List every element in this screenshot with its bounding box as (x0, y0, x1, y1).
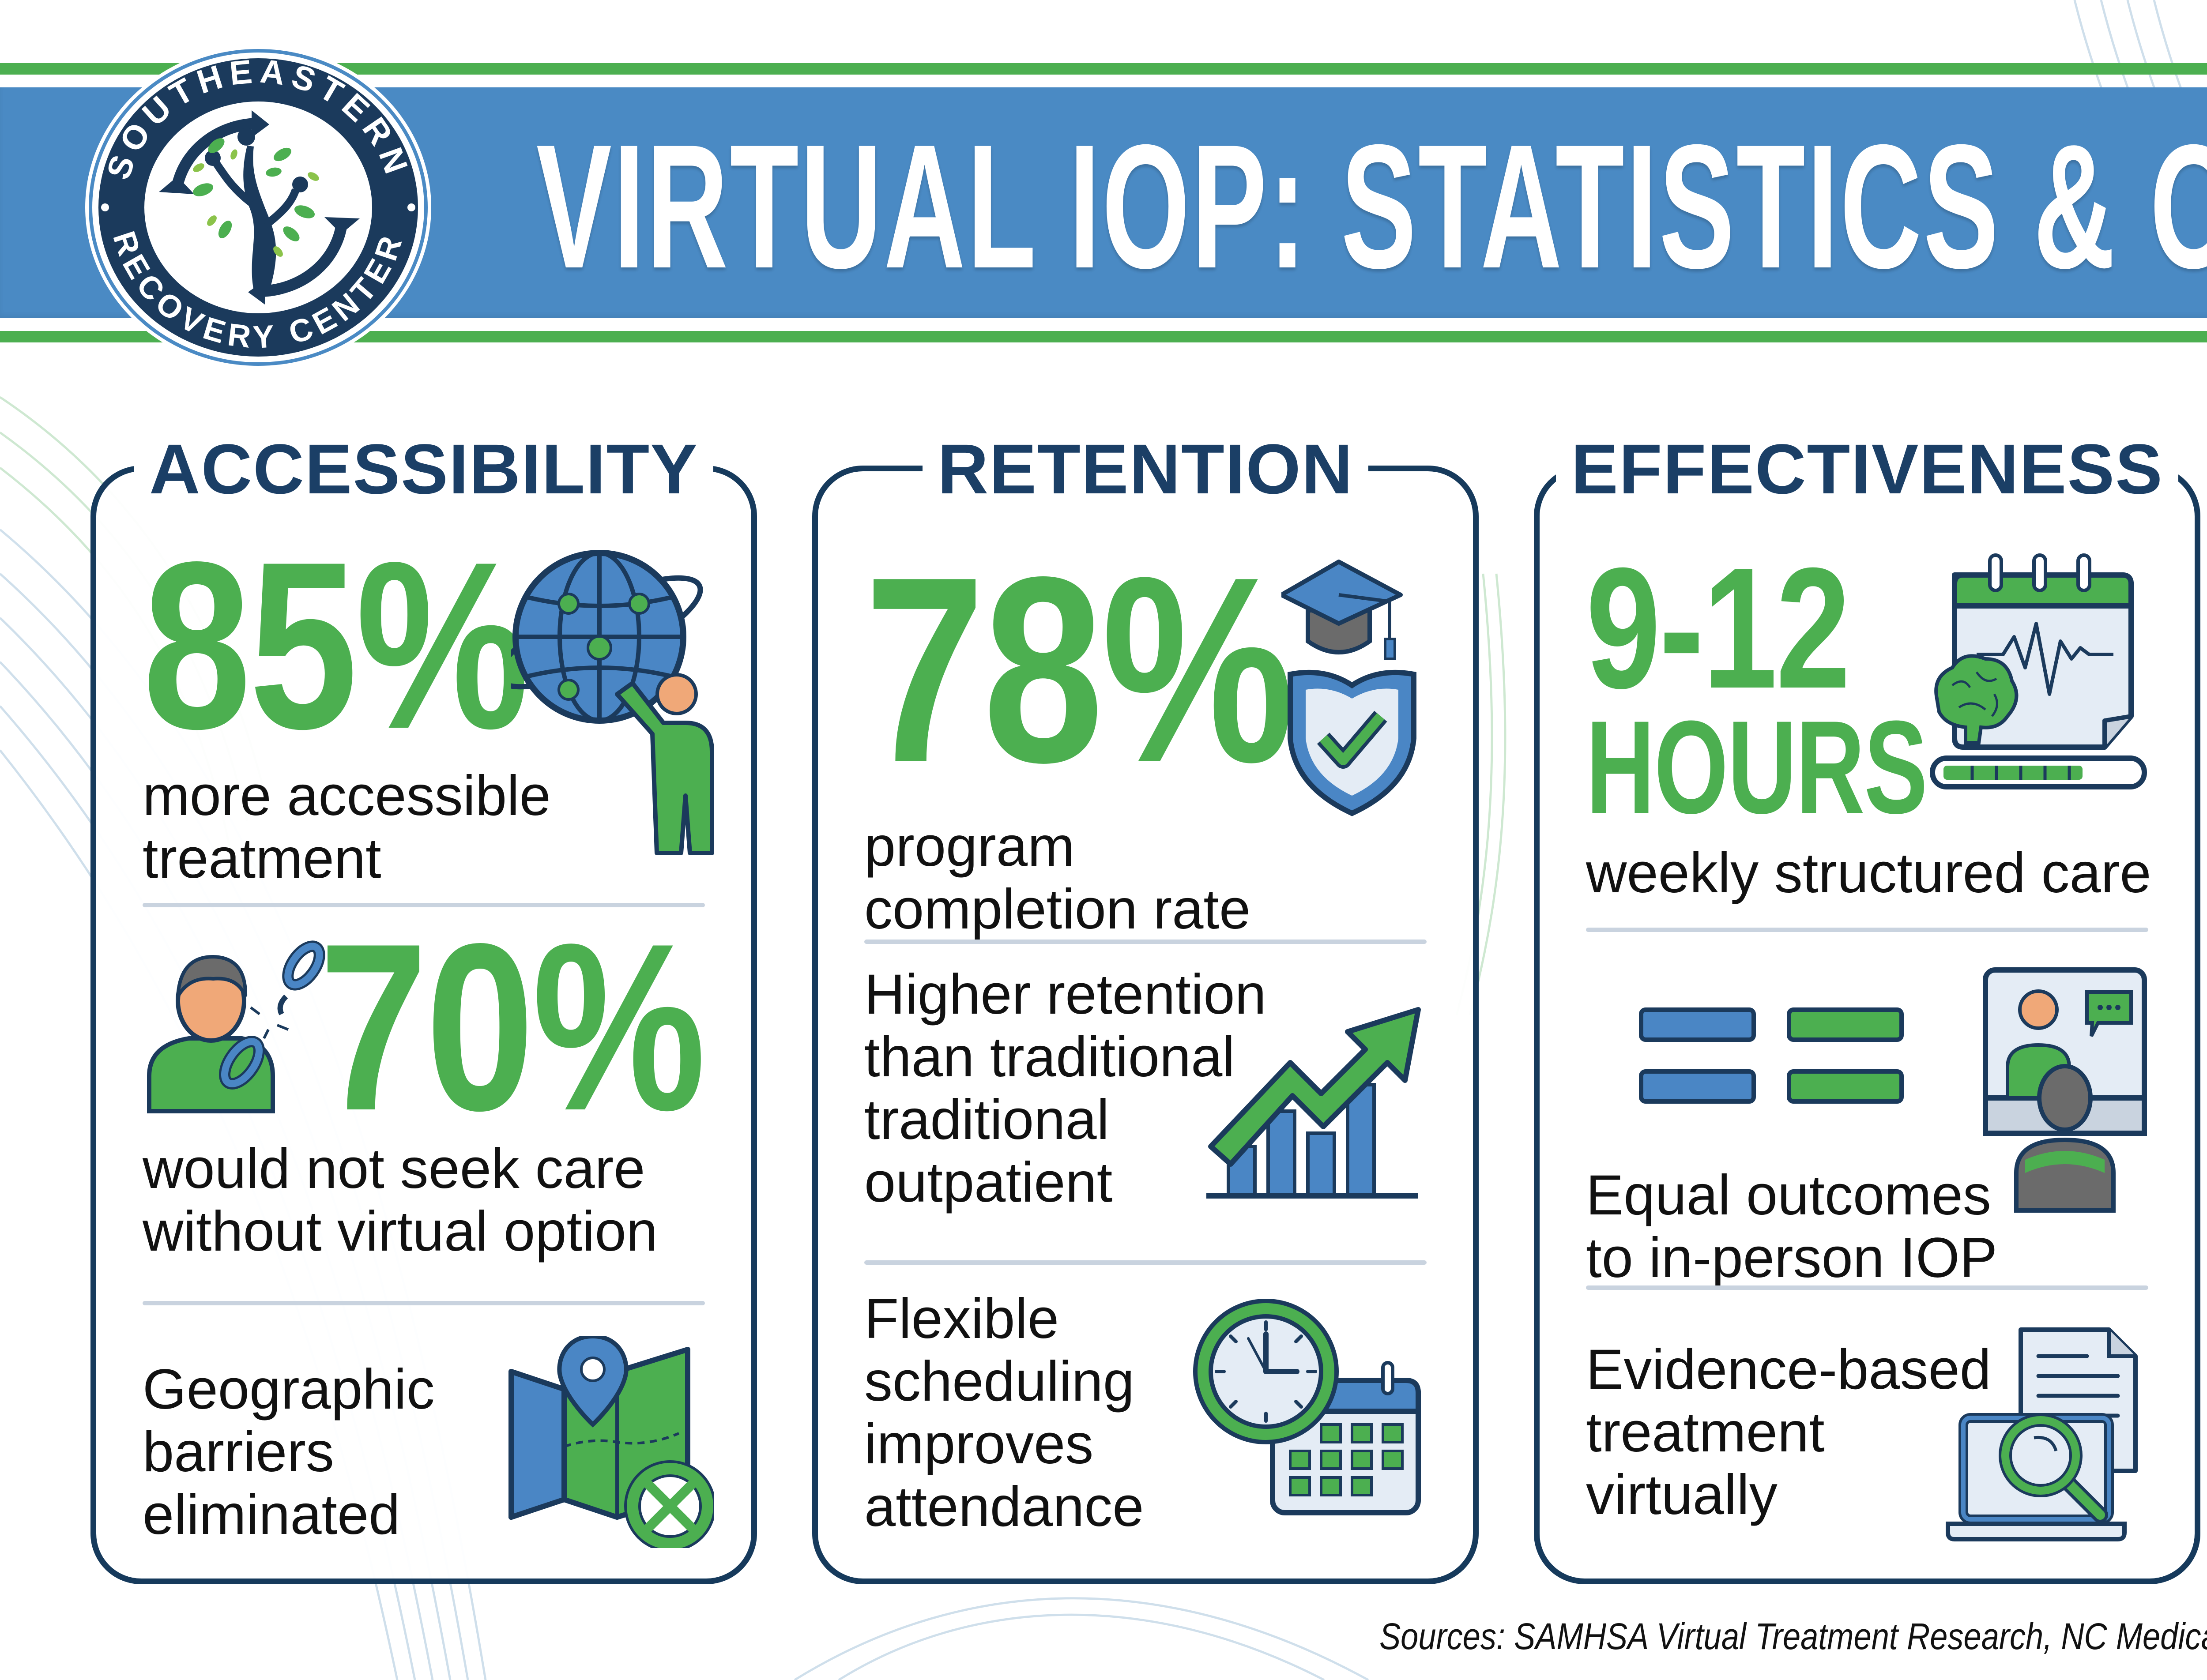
stat-label-line: more accessible (143, 764, 551, 827)
stat-value: 70% (319, 894, 706, 1160)
card-retention: RETENTION 78% program completion rate Hi… (812, 429, 1479, 1584)
feature-line: Evidence-based (1586, 1338, 1991, 1401)
stat-label-line: program (864, 815, 1075, 878)
rising-bar-chart-arrow-icon (1206, 1007, 1421, 1199)
person-broken-chain-icon (147, 940, 325, 1113)
feature-line: than traditional (864, 1026, 1235, 1089)
stat-value: 9-12 (1586, 532, 1850, 724)
feature-line: Higher retention (864, 963, 1266, 1026)
stat-value: 85% (143, 512, 529, 778)
header-top-stripe (0, 63, 2207, 75)
feature-line: attendance (864, 1475, 1144, 1538)
calendar-heartbeat-brain-icon (1930, 553, 2147, 789)
card-title: RETENTION (922, 429, 1369, 509)
document-laptop-magnifier-icon (1946, 1327, 2138, 1541)
stat-label-line: without virtual option (143, 1200, 658, 1263)
clock-calendar-icon (1193, 1299, 1421, 1515)
feature-line: Flexible (864, 1287, 1059, 1350)
sources-citation: Sources: SAMHSA Virtual Treatment Resear… (1379, 1616, 2207, 1657)
feature-line: scheduling (864, 1350, 1134, 1413)
stat-label-line: completion rate (864, 878, 1251, 941)
stat-label-line: treatment (143, 827, 381, 890)
header-bottom-stripe (0, 331, 2207, 342)
map-pin-cancel-icon (508, 1336, 714, 1548)
stat-label-line: would not seek care (143, 1137, 645, 1200)
section-divider (864, 1260, 1427, 1265)
stat-label-line: weekly structured care (1586, 842, 2151, 905)
card-title: EFFECTIVENESS (1556, 429, 2178, 509)
equals-sign-icon (1639, 1007, 1904, 1104)
feature-line: eliminated (143, 1483, 400, 1546)
globe-network-person-icon (511, 550, 714, 855)
feature-line: Equal outcomes (1586, 1164, 1991, 1227)
card-title: ACCESSIBILITY (134, 429, 713, 509)
tree-people-icon (193, 128, 319, 291)
feature-line: traditional (864, 1088, 1109, 1151)
recovery-cycle-arrows-icon (171, 118, 348, 297)
page-title: VIRTUAL IOP: STATISTICS & OUTCOMES (536, 108, 2207, 305)
stat-section: 85% more accessible treatment (143, 512, 705, 890)
feature-line: to in-person IOP (1586, 1226, 1997, 1289)
feature-line: Geographic (143, 1358, 435, 1421)
section-divider (143, 903, 705, 907)
feature-line: barriers (143, 1421, 334, 1484)
feature-line: virtually (1586, 1463, 1778, 1526)
southeastern-recovery-center-logo: SOUTHEASTERN RECOVERY CENTER (85, 45, 431, 369)
section-divider (143, 1301, 705, 1305)
card-effectiveness: EFFECTIVENESS 9-12 HOURS weekly structur… (1534, 429, 2200, 1584)
section-divider (1586, 1285, 2148, 1290)
feature-line: improves (864, 1413, 1094, 1476)
section-divider (1586, 928, 2148, 932)
section-divider (864, 940, 1427, 944)
graduation-shield-check-icon (1281, 560, 1416, 816)
stat-value: 78% (864, 522, 1295, 818)
card-accessibility: ACCESSIBILITY 85% more accessible treatm… (90, 429, 757, 1584)
feature-line: treatment (1586, 1401, 1825, 1464)
feature-line: outpatient (864, 1151, 1113, 1214)
stat-unit: HOURS (1586, 693, 1928, 841)
video-call-icon (1983, 967, 2147, 1213)
